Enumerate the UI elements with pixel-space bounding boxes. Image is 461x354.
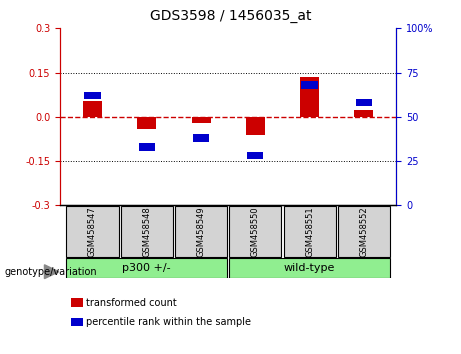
Bar <box>66 258 227 278</box>
Bar <box>84 92 100 99</box>
Bar <box>192 117 211 123</box>
Text: wild-type: wild-type <box>284 263 335 273</box>
Text: GSM458547: GSM458547 <box>88 206 97 257</box>
Bar <box>193 135 209 142</box>
Bar <box>137 117 156 129</box>
Text: percentile rank within the sample: percentile rank within the sample <box>86 317 251 327</box>
Text: GSM458552: GSM458552 <box>360 206 368 257</box>
Bar <box>121 206 173 257</box>
Polygon shape <box>44 265 59 279</box>
Text: GSM458549: GSM458549 <box>196 206 206 257</box>
Text: GSM458548: GSM458548 <box>142 206 151 257</box>
Bar <box>300 77 319 117</box>
Bar <box>66 206 118 257</box>
Text: GDS3598 / 1456035_at: GDS3598 / 1456035_at <box>150 9 311 23</box>
Text: GSM458551: GSM458551 <box>305 206 314 257</box>
Bar <box>139 143 155 150</box>
Text: genotype/variation: genotype/variation <box>5 267 97 277</box>
Text: p300 +/-: p300 +/- <box>123 263 171 273</box>
Bar <box>284 206 336 257</box>
Text: transformed count: transformed count <box>86 298 177 308</box>
Bar <box>355 110 373 117</box>
Bar <box>338 206 390 257</box>
Bar <box>246 117 265 135</box>
Bar <box>356 99 372 106</box>
Bar <box>229 258 390 278</box>
Bar <box>175 206 227 257</box>
Bar <box>229 206 281 257</box>
Bar <box>301 81 318 88</box>
Text: GSM458550: GSM458550 <box>251 206 260 257</box>
Bar <box>83 101 102 117</box>
Bar <box>247 152 264 159</box>
